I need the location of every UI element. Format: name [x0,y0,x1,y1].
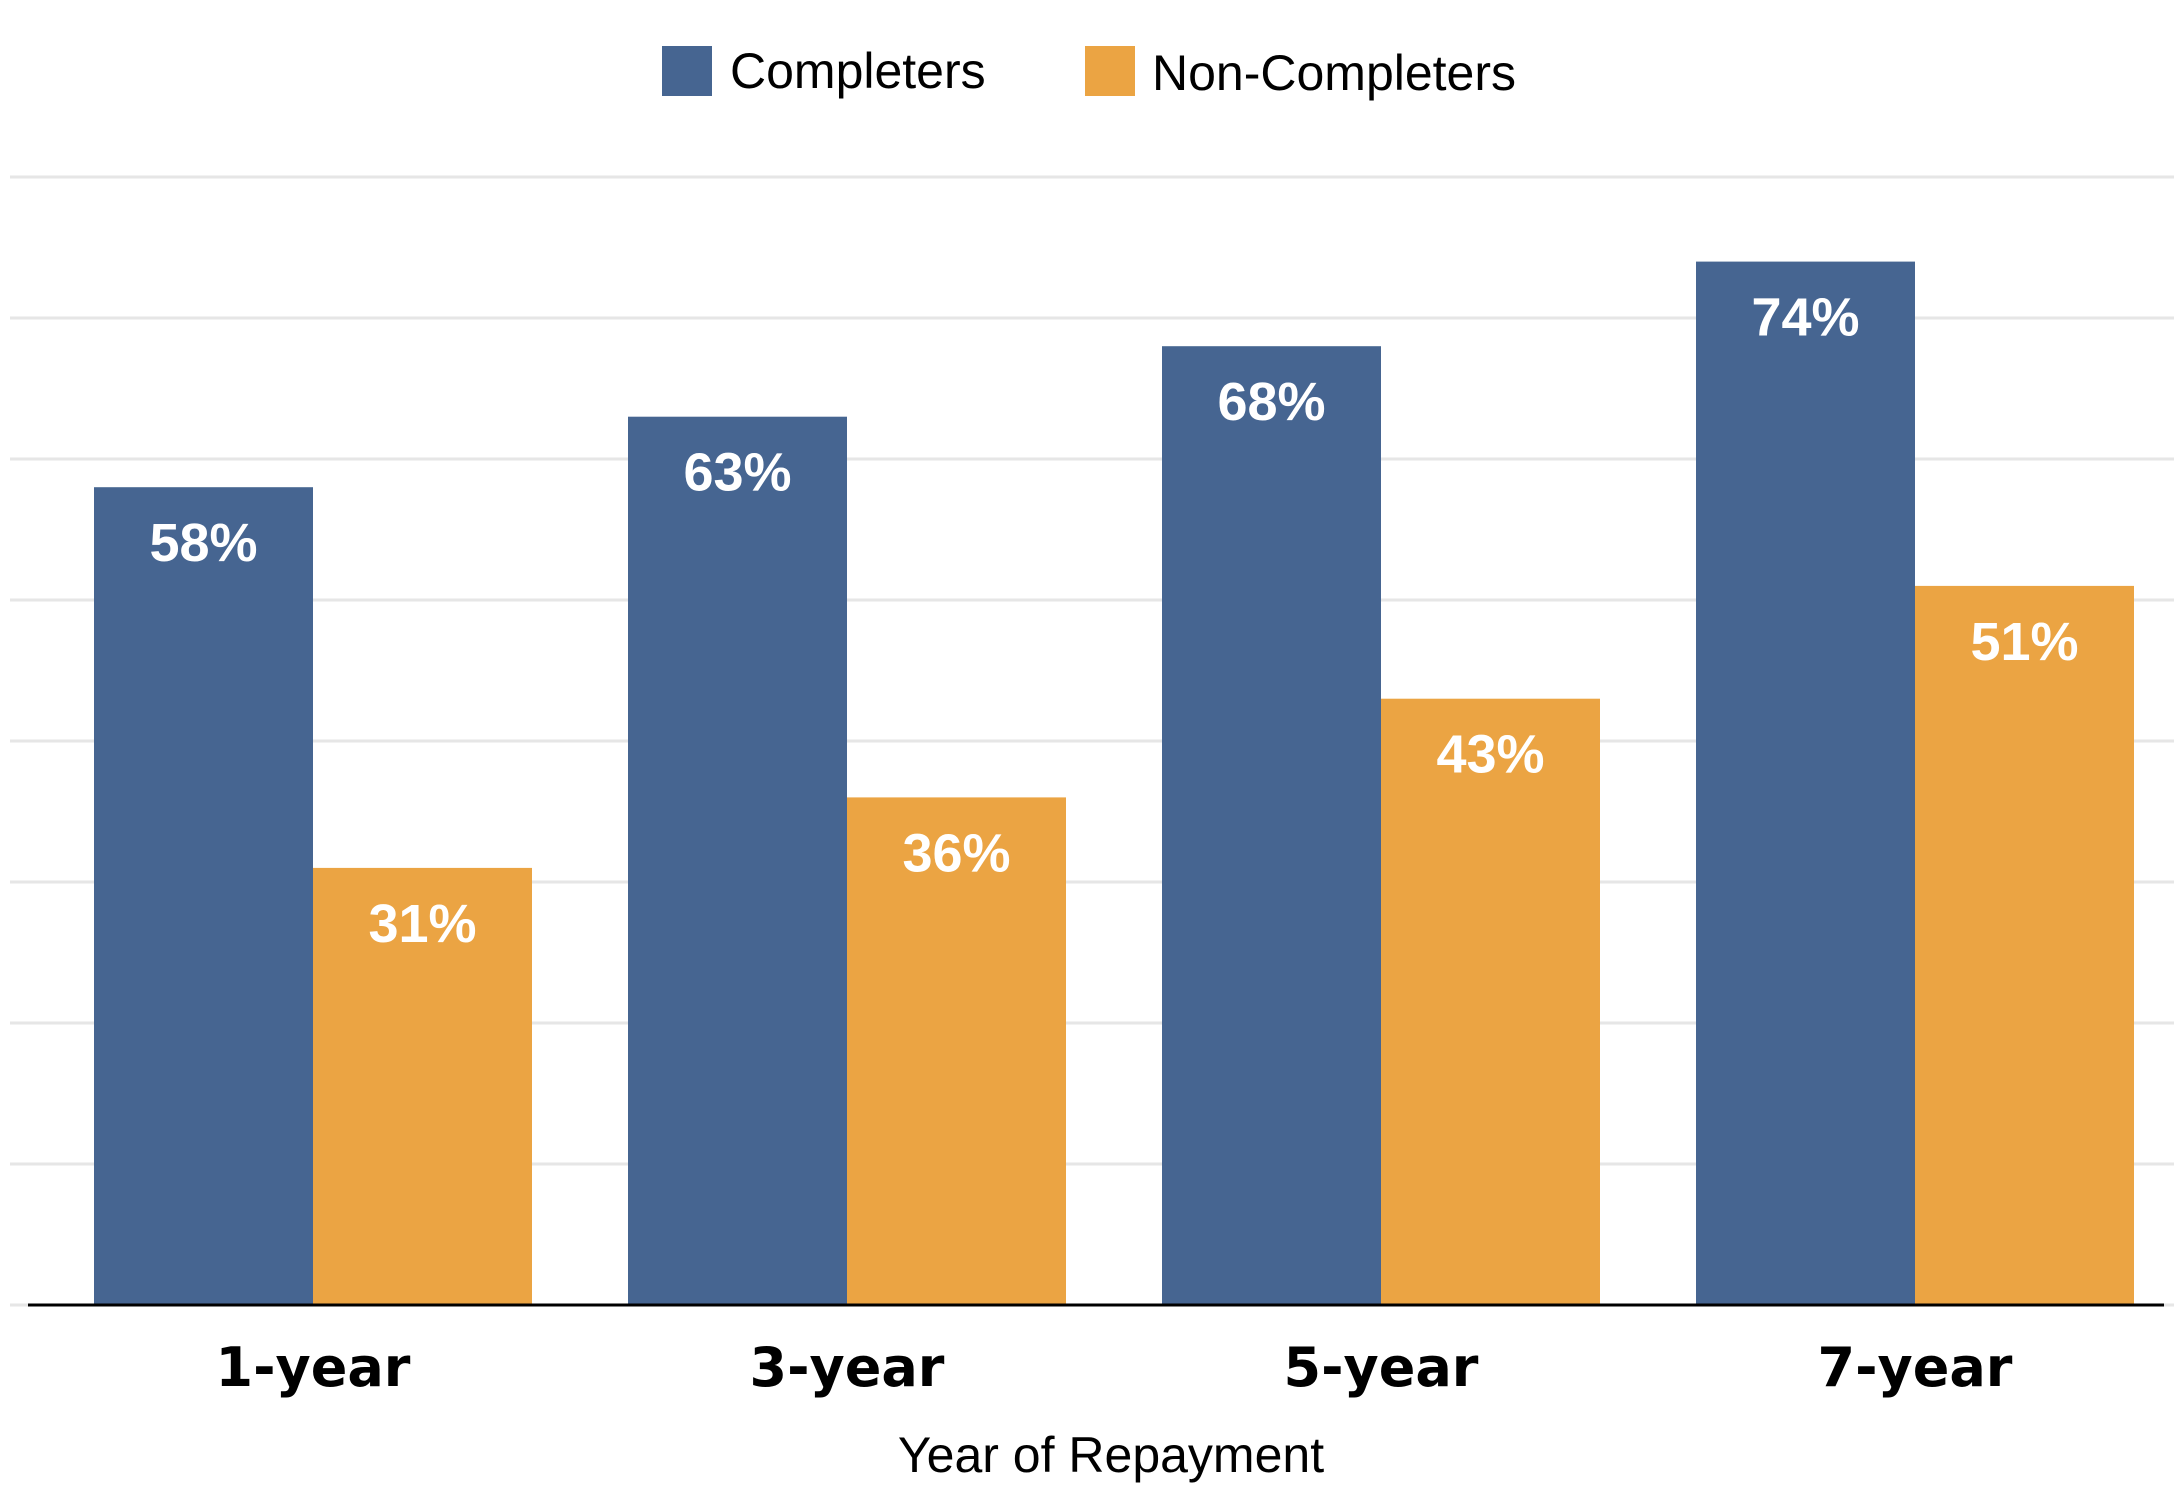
data-label: 68% [1217,372,1325,432]
x-tick-label: 5-year [1284,1336,1479,1399]
x-axis-title: Year of Repayment [898,1427,1324,1483]
x-tick-labels: 1-year 3-year 5-year 7-year [216,1336,2013,1399]
bar-completers-7-year [1696,261,1915,1306]
x-tick-label: 7-year [1818,1336,2013,1399]
legend-swatch-completers [662,46,712,96]
bar-completers-3-year [628,416,847,1305]
legend: Completers Non-Completers [662,43,1516,101]
data-label: 58% [149,513,257,573]
x-tick-label: 1-year [216,1336,411,1399]
data-label: 43% [1436,725,1544,785]
legend-swatch-non-completers [1085,46,1135,96]
legend-label-completers: Completers [730,43,986,99]
legend-label-non-completers: Non-Completers [1152,45,1516,101]
bar-non-completers-1-year [313,867,532,1305]
bar-non-completers-5-year [1381,698,1600,1305]
data-label: 36% [902,823,1010,883]
data-label: 74% [1751,288,1859,348]
bar-non-completers-7-year [1915,585,2134,1305]
bar-non-completers-3-year [847,797,1066,1305]
data-label: 31% [368,894,476,954]
bar-completers-1-year [94,487,313,1305]
value-labels: 58% 31% 63% 36% 68% 43% 74% 51% [149,288,2078,954]
data-label: 63% [683,443,791,503]
bar-completers-5-year [1162,346,1381,1305]
data-label: 51% [1970,612,2078,672]
x-tick-label: 3-year [750,1336,945,1399]
bars [94,261,2134,1306]
